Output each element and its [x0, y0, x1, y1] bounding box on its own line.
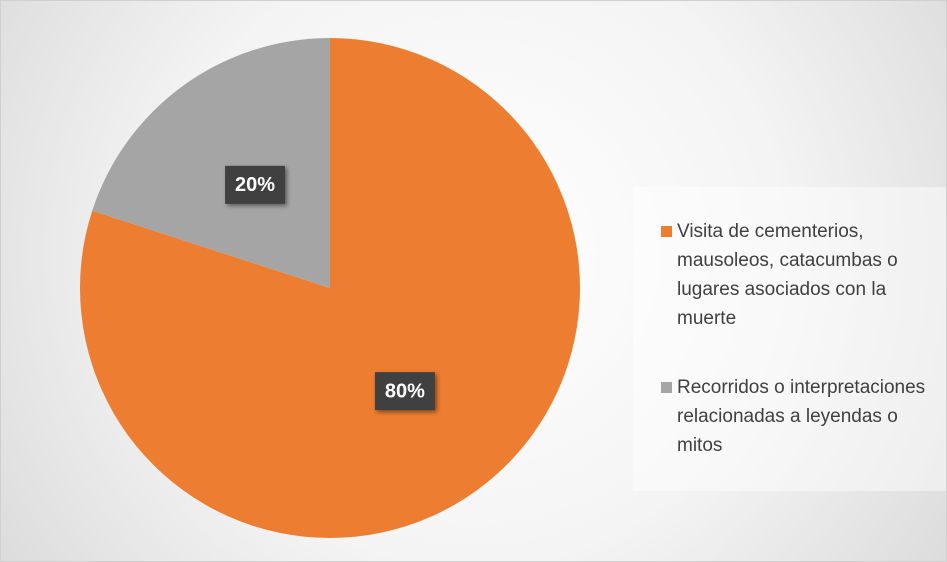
- legend-label: Recorridos o interpretaciones relacionad…: [677, 377, 926, 456]
- pie-slice: [79, 38, 580, 538]
- legend: Visita de cementerios, mausoleos, catacu…: [633, 187, 946, 491]
- legend-item: Recorridos o interpretaciones relacionad…: [661, 373, 947, 460]
- pie-slice: [92, 38, 330, 288]
- data-label-text: 20%: [235, 174, 275, 196]
- legend-swatch: [661, 382, 672, 393]
- data-label-text: 80%: [385, 380, 425, 402]
- legend-swatch: [661, 226, 672, 237]
- data-label: 80%: [374, 372, 435, 411]
- legend-item: Visita de cementerios, mausoleos, catacu…: [661, 217, 947, 333]
- data-label-box: [374, 372, 435, 411]
- data-label-box: [225, 165, 286, 204]
- legend-label: Visita de cementerios, mausoleos, catacu…: [677, 221, 898, 329]
- data-label: 20%: [225, 165, 286, 204]
